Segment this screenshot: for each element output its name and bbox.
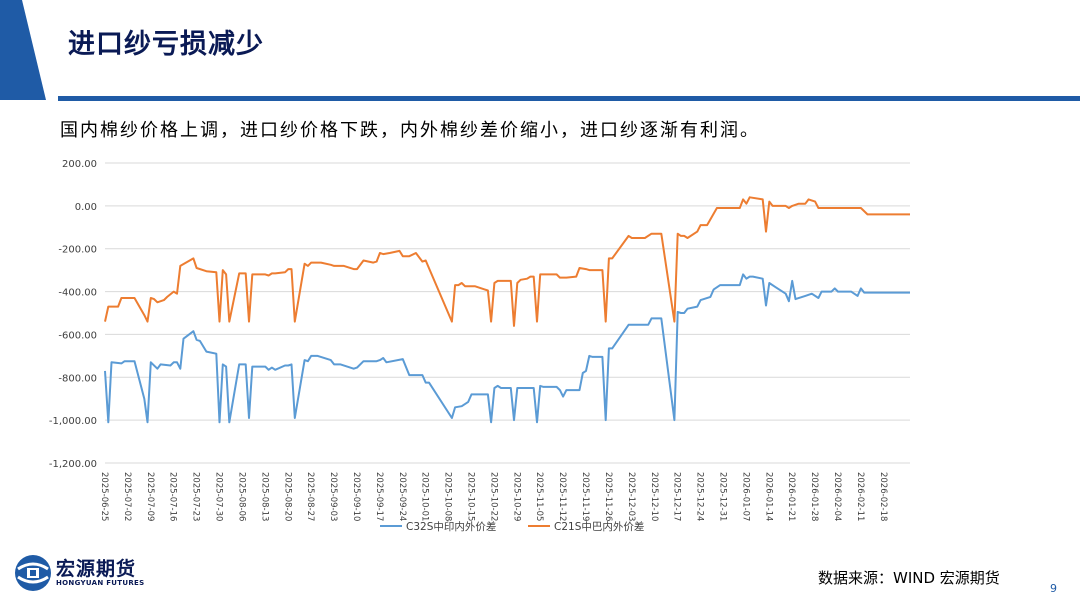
x-tick-label: 2025-12-10: [649, 472, 659, 521]
series-line-1: [104, 273, 910, 424]
data-source: 数据来源：WIND 宏源期货: [818, 569, 1000, 587]
x-tick-label: 2025-11-19: [580, 472, 590, 521]
x-tick-label: 2025-10-08: [443, 472, 453, 521]
x-tick-label: 2025-10-22: [488, 472, 498, 521]
y-tick-label: -800.00: [58, 373, 97, 384]
x-tick-label: 2025-12-17: [672, 472, 682, 521]
x-tick-label: 2025-11-26: [603, 472, 613, 521]
y-tick-label: -400.00: [58, 288, 97, 299]
legend-label-2: C21S中巴内外价差: [554, 520, 644, 533]
x-tick-label: 2026-02-18: [878, 472, 888, 521]
x-tick-label: 2025-08-06: [236, 472, 246, 521]
y-tick-label: 200.00: [62, 159, 97, 170]
page-number: 9: [1050, 582, 1057, 595]
title-divider: [58, 96, 1080, 101]
y-tick-label: -600.00: [58, 330, 97, 341]
x-tick-label: 2025-07-23: [191, 472, 201, 521]
y-tick-label: -1,000.00: [49, 416, 97, 427]
x-tick-label: 2025-06-25: [99, 472, 109, 521]
x-tick-label: 2025-12-24: [695, 472, 705, 521]
company-logo: 宏源期货 HONGYUAN FUTURES: [14, 554, 154, 594]
y-tick-label: -200.00: [58, 245, 97, 256]
x-tick-label: 2025-12-03: [626, 472, 636, 521]
x-tick-label: 2025-11-05: [534, 472, 544, 521]
title-accent-shape: [0, 0, 46, 100]
x-tick-label: 2025-09-10: [351, 472, 361, 521]
x-tick-label: 2026-01-07: [740, 472, 750, 521]
y-tick-label: 0.00: [75, 202, 97, 213]
x-tick-label: 2025-08-20: [282, 472, 292, 521]
slide-title: 进口纱亏损减少: [68, 29, 264, 60]
y-tick-label: -1,200.00: [49, 459, 97, 470]
line-chart: 200.00 0.00 -200.00 -400.00 -600.00 -800.00 -1…: [49, 159, 910, 533]
x-tick-label: 2025-10-29: [511, 472, 521, 521]
series-line-2: [104, 196, 910, 327]
x-tick-label: 2025-07-30: [214, 472, 224, 521]
x-tick-label: 2025-08-13: [259, 472, 269, 521]
x-tick-label: 2025-11-12: [557, 472, 567, 521]
x-tick-label: 2026-02-04: [832, 472, 842, 521]
x-tick-label: 2025-10-01: [420, 472, 430, 521]
slide-subtitle: 国内棉纱价格上调，进口纱价格下跌，内外棉纱差价缩小，进口纱逐渐有利润。: [60, 120, 760, 141]
x-tick-label: 2025-07-16: [168, 472, 178, 521]
x-tick-label: 2025-10-15: [466, 472, 476, 521]
x-tick-label: 2025-09-03: [328, 472, 338, 521]
x-tick-label: 2025-08-27: [305, 472, 315, 521]
x-tick-label: 2025-07-09: [145, 472, 155, 521]
hongyuan-logo-icon: [15, 555, 51, 591]
x-tick-label: 2026-01-14: [763, 472, 773, 521]
x-tick-label: 2026-01-28: [809, 472, 819, 521]
title-band: 进口纱亏损减少: [0, 0, 1080, 100]
legend-label-1: C32S中印内外价差: [406, 520, 496, 533]
x-tick-label: 2025-12-31: [717, 472, 727, 521]
x-tick-label: 2026-01-21: [786, 472, 796, 521]
x-tick-label: 2026-02-11: [855, 472, 865, 521]
logo-english-name: HONGYUAN FUTURES: [56, 579, 145, 587]
logo-name: 宏源期货: [56, 558, 137, 580]
x-tick-label: 2025-09-17: [374, 472, 384, 521]
x-tick-label: 2025-09-24: [397, 472, 407, 521]
x-tick-label: 2025-07-02: [122, 472, 132, 521]
